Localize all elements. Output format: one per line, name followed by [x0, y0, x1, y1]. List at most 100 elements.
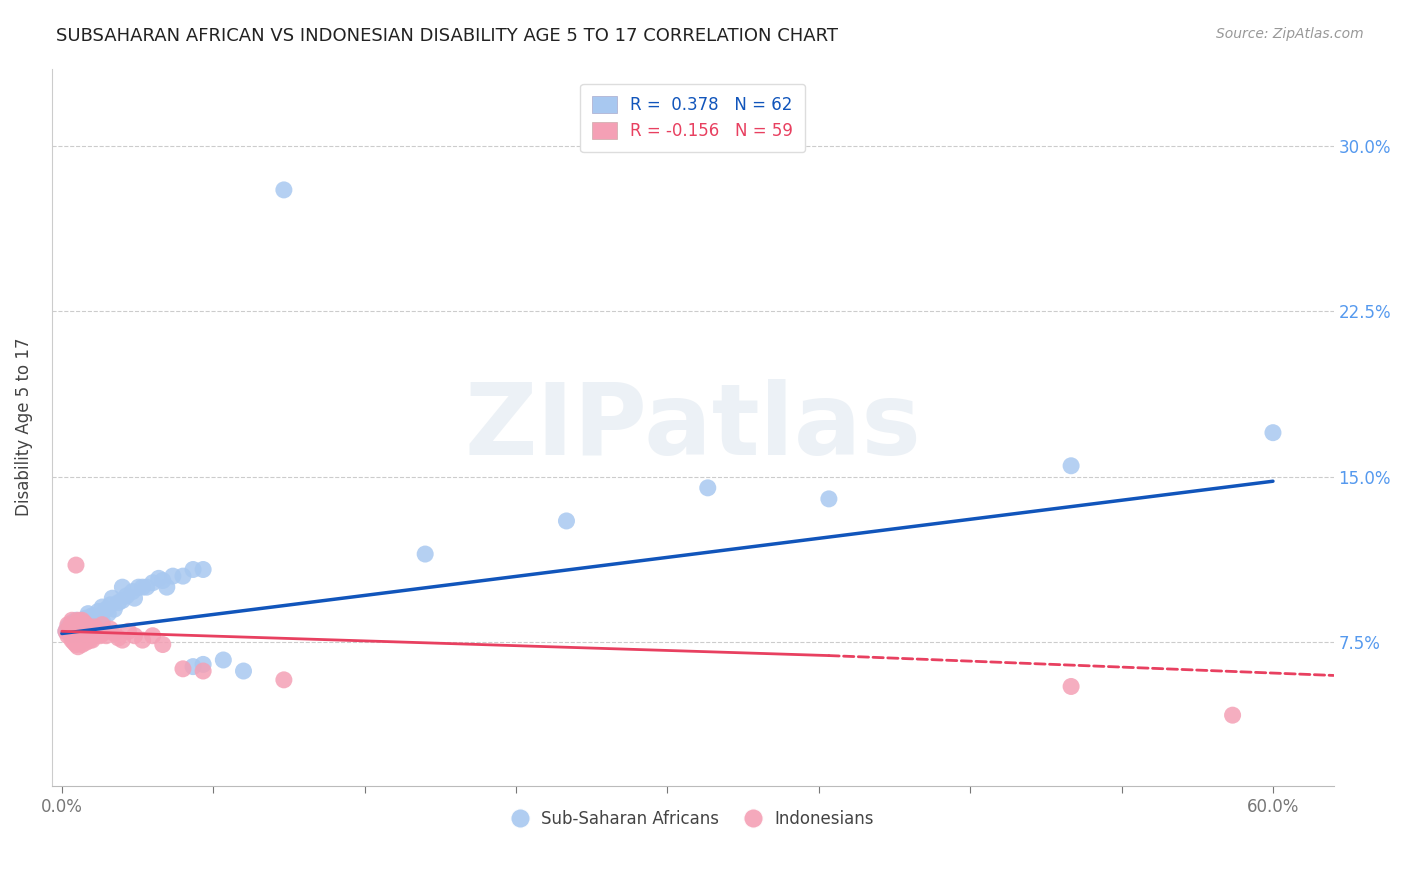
- Point: [75, 626, 97, 640]
- Point: [89, 608, 111, 623]
- Point: [55, 624, 77, 639]
- Point: [63, 617, 86, 632]
- Point: [111, 580, 134, 594]
- Point: [103, 626, 125, 640]
- Point: [87, 624, 110, 639]
- Point: [65, 624, 87, 639]
- Point: [75, 635, 97, 649]
- Point: [1261, 425, 1284, 440]
- Point: [66, 613, 89, 627]
- Point: [55, 624, 77, 639]
- Point: [84, 615, 107, 630]
- Point: [69, 615, 91, 630]
- Point: [69, 624, 91, 639]
- Point: [70, 629, 93, 643]
- Point: [98, 598, 121, 612]
- Point: [696, 481, 718, 495]
- Point: [56, 629, 79, 643]
- Point: [79, 633, 101, 648]
- Point: [142, 575, 165, 590]
- Point: [152, 574, 174, 588]
- Point: [83, 611, 105, 625]
- Point: [273, 183, 295, 197]
- Point: [97, 607, 120, 621]
- Point: [191, 657, 214, 672]
- Point: [191, 664, 214, 678]
- Point: [75, 617, 97, 632]
- Point: [63, 622, 86, 636]
- Point: [69, 617, 91, 632]
- Point: [91, 617, 114, 632]
- Point: [124, 591, 146, 606]
- Point: [66, 622, 89, 636]
- Point: [89, 629, 111, 643]
- Point: [69, 633, 91, 648]
- Point: [83, 620, 105, 634]
- Point: [75, 611, 97, 625]
- Point: [60, 613, 83, 627]
- Point: [65, 620, 87, 634]
- Point: [156, 580, 179, 594]
- Point: [181, 659, 204, 673]
- Point: [60, 624, 83, 639]
- Point: [131, 633, 153, 648]
- Text: SUBSAHARAN AFRICAN VS INDONESIAN DISABILITY AGE 5 TO 17 CORRELATION CHART: SUBSAHARAN AFRICAN VS INDONESIAN DISABIL…: [56, 27, 838, 45]
- Point: [1060, 680, 1083, 694]
- Point: [65, 638, 87, 652]
- Point: [124, 629, 146, 643]
- Point: [66, 640, 89, 654]
- Point: [82, 608, 104, 623]
- Point: [91, 600, 114, 615]
- Point: [82, 633, 104, 648]
- Text: ZIPatlas: ZIPatlas: [464, 378, 921, 475]
- Point: [135, 580, 157, 594]
- Point: [273, 673, 295, 687]
- Point: [142, 629, 165, 643]
- Point: [91, 613, 114, 627]
- Point: [70, 638, 93, 652]
- Point: [70, 620, 93, 634]
- Point: [152, 638, 174, 652]
- Text: Source: ZipAtlas.com: Source: ZipAtlas.com: [1216, 27, 1364, 41]
- Point: [117, 624, 139, 639]
- Point: [60, 615, 83, 630]
- Point: [73, 615, 96, 630]
- Point: [63, 617, 86, 632]
- Point: [69, 622, 91, 636]
- Point: [66, 620, 89, 634]
- Point: [59, 620, 82, 634]
- Point: [82, 617, 104, 632]
- Point: [181, 562, 204, 576]
- Legend: Sub-Saharan Africans, Indonesians: Sub-Saharan Africans, Indonesians: [505, 804, 880, 835]
- Point: [77, 607, 100, 621]
- Point: [63, 635, 86, 649]
- Point: [111, 593, 134, 607]
- Point: [212, 653, 235, 667]
- Point: [101, 591, 124, 606]
- Point: [56, 617, 79, 632]
- Point: [96, 602, 118, 616]
- Point: [107, 596, 129, 610]
- Point: [148, 571, 170, 585]
- Point: [172, 662, 194, 676]
- Point: [77, 620, 100, 634]
- Point: [75, 617, 97, 632]
- Point: [56, 620, 79, 634]
- Point: [77, 622, 100, 636]
- Point: [82, 626, 104, 640]
- Point: [83, 629, 105, 643]
- Point: [70, 613, 93, 627]
- Point: [63, 626, 86, 640]
- Point: [172, 569, 194, 583]
- Point: [107, 631, 129, 645]
- Point: [73, 624, 96, 639]
- Point: [66, 626, 89, 640]
- Point: [1060, 458, 1083, 473]
- Point: [115, 589, 138, 603]
- Point: [79, 613, 101, 627]
- Point: [191, 562, 214, 576]
- Point: [96, 629, 118, 643]
- Point: [60, 633, 83, 648]
- Point: [84, 622, 107, 636]
- Point: [66, 631, 89, 645]
